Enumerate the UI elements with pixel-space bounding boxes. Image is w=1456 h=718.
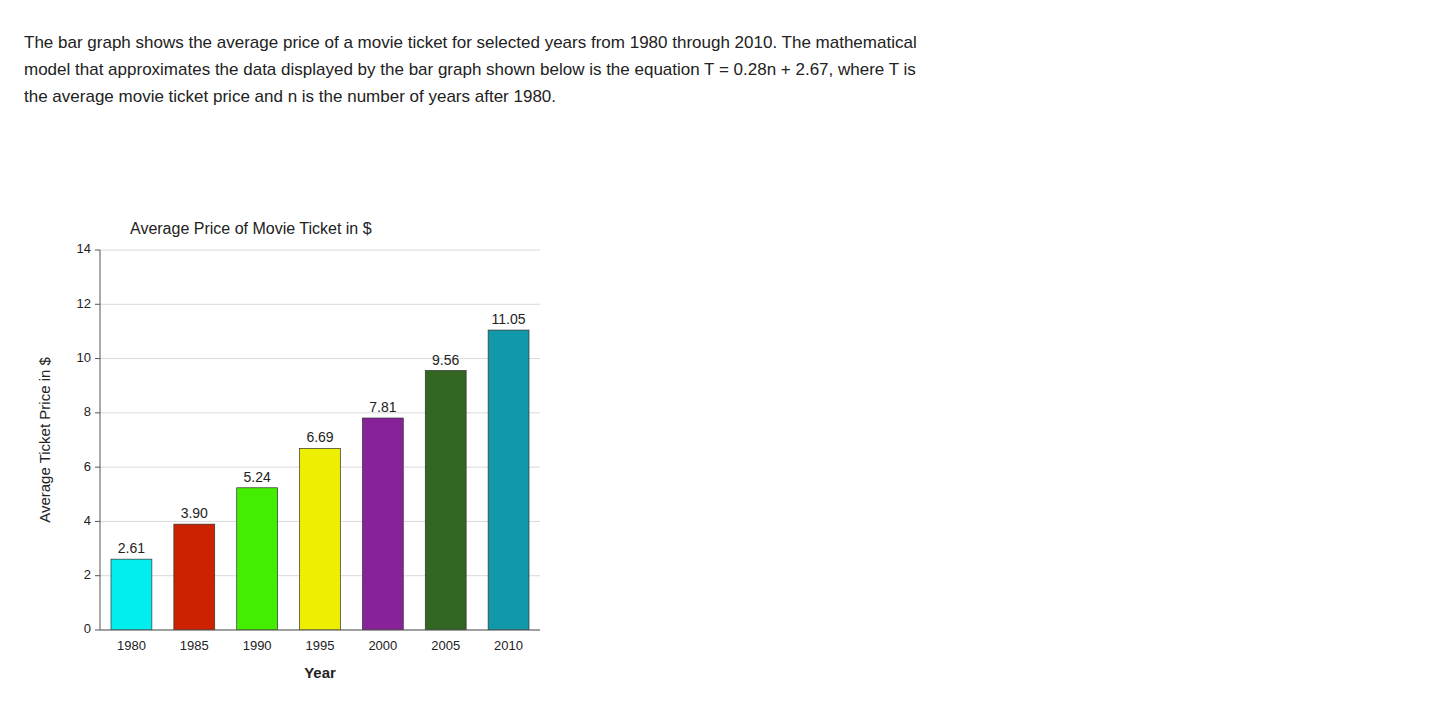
y-tick-label: 10 xyxy=(77,350,91,365)
bar xyxy=(425,371,466,630)
data-label: 11.05 xyxy=(492,311,526,327)
y-tick-label: 0 xyxy=(84,621,91,636)
data-label: 2.61 xyxy=(118,540,145,556)
y-tick xyxy=(95,358,100,359)
y-tick-label: 2 xyxy=(84,567,91,582)
chart-title: Average Price of Movie Ticket in $ xyxy=(130,220,372,237)
y-tick xyxy=(95,304,100,305)
grid-line xyxy=(100,630,540,631)
y-tick-label: 14 xyxy=(77,241,91,256)
y-axis: 0 2 4 6 8 10 12 14 xyxy=(77,241,540,636)
data-label: 5.24 xyxy=(244,469,271,485)
y-tick-label: 4 xyxy=(84,513,91,528)
bar xyxy=(111,559,152,630)
description-line: The bar graph shows the average price of… xyxy=(24,33,917,52)
grid-line xyxy=(100,412,540,413)
grid-line xyxy=(100,250,540,251)
bar xyxy=(362,418,403,630)
y-tick-label: 12 xyxy=(77,296,91,311)
data-labels: 2.61 3.90 5.24 6.69 7.81 9.56 11.05 xyxy=(118,311,526,556)
y-tick xyxy=(95,630,100,631)
x-tick-label: 2005 xyxy=(431,638,460,653)
y-tick xyxy=(95,575,100,576)
y-tick xyxy=(95,412,100,413)
x-axis-title: Year xyxy=(304,664,336,681)
x-axis: 1980 1985 1990 1995 2000 2005 2010 xyxy=(117,638,523,653)
data-label: 7.81 xyxy=(369,399,396,415)
y-tick-label: 6 xyxy=(84,459,91,474)
y-tick xyxy=(95,250,100,251)
data-label: 3.90 xyxy=(181,505,208,521)
y-axis-title: Average Ticket Price in $ xyxy=(36,357,53,523)
bars xyxy=(111,330,529,630)
description: The bar graph shows the average price of… xyxy=(24,33,917,106)
grid-line xyxy=(100,304,540,305)
y-tick xyxy=(95,467,100,468)
bar xyxy=(237,488,278,630)
x-axis-line xyxy=(100,630,540,631)
y-axis-line xyxy=(100,250,101,630)
bar xyxy=(174,524,215,630)
x-tick-label: 1980 xyxy=(117,638,146,653)
description-line: the average movie ticket price and n is … xyxy=(24,87,556,106)
bar xyxy=(300,448,341,630)
x-tick-label: 2000 xyxy=(368,638,397,653)
grid-line xyxy=(100,358,540,359)
x-tick-label: 2010 xyxy=(494,638,523,653)
bar xyxy=(488,330,529,630)
y-tick-label: 8 xyxy=(84,404,91,419)
x-tick-label: 1985 xyxy=(180,638,209,653)
x-tick-label: 1990 xyxy=(243,638,272,653)
data-label: 6.69 xyxy=(306,429,333,445)
chart-canvas: The bar graph shows the average price of… xyxy=(0,0,1456,718)
data-label: 9.56 xyxy=(432,352,459,368)
y-tick xyxy=(95,521,100,522)
x-tick-label: 1995 xyxy=(306,638,335,653)
description-line: model that approximates the data display… xyxy=(24,60,916,79)
